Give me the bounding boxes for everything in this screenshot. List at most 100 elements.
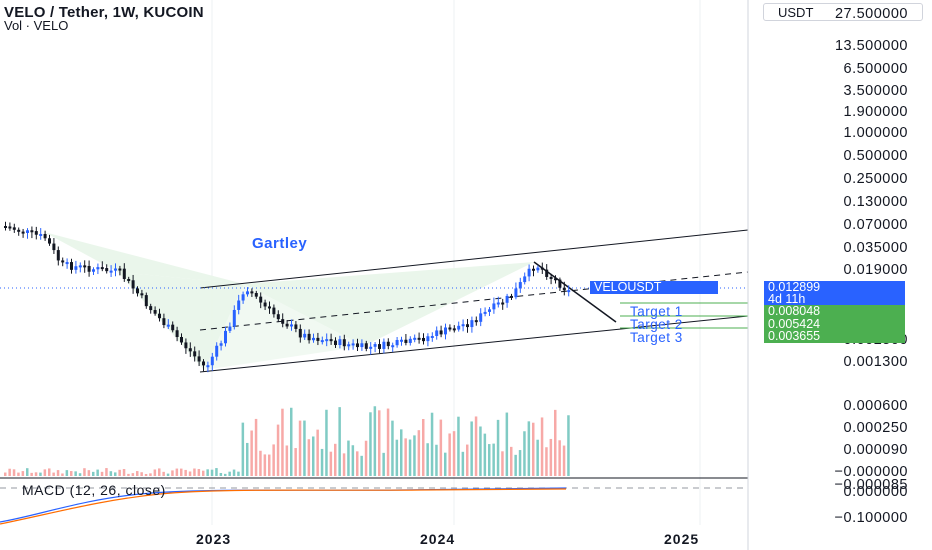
y-axis-label: 0.000090 <box>843 442 908 458</box>
volume-bar <box>74 471 77 476</box>
volume-bar <box>241 422 245 476</box>
volume-bar <box>70 471 73 476</box>
candle-body <box>417 337 421 340</box>
volume-bar <box>342 453 346 476</box>
volume-bar <box>444 452 447 476</box>
volume-bar <box>83 468 86 476</box>
y-axis-label: 1.000000 <box>843 125 908 141</box>
volume-bar <box>316 429 319 476</box>
candle-body <box>254 292 258 297</box>
candle-body <box>228 326 232 331</box>
candle-body <box>61 260 65 263</box>
candle-body <box>114 268 117 271</box>
volume-bar <box>237 471 240 476</box>
volume-bar <box>8 468 11 476</box>
volume-bar <box>378 410 381 476</box>
candle-body <box>83 265 87 268</box>
candle-body <box>268 306 271 309</box>
volume-bar <box>364 440 368 476</box>
volume-bar <box>457 416 460 476</box>
candle-body <box>276 314 280 320</box>
volume-bar <box>215 468 218 476</box>
volume-bar <box>435 444 438 476</box>
candle-body <box>250 291 254 294</box>
candle-body <box>426 336 430 342</box>
candle-body <box>109 270 113 273</box>
candle-body <box>303 333 307 338</box>
candle-body <box>496 302 500 305</box>
candle-body <box>479 313 483 322</box>
candle-body <box>329 339 333 342</box>
volume-bar <box>483 433 487 476</box>
volume-bar <box>12 469 16 476</box>
volume-bar <box>430 412 434 476</box>
volume-bar <box>65 470 69 476</box>
volume-bar <box>303 420 306 476</box>
candle-body <box>316 337 320 341</box>
volume-bar <box>263 454 267 476</box>
volume-bar <box>87 470 91 476</box>
candle-body <box>391 345 395 348</box>
y-axis-label: 0.000250 <box>843 420 908 436</box>
volume-bar <box>114 472 117 476</box>
volume-bar <box>127 473 130 476</box>
volume-bar <box>325 409 328 476</box>
candle-body <box>395 339 399 346</box>
y-axis-label: 13.500000 <box>834 38 908 54</box>
volume-bars <box>4 406 570 476</box>
candle-body <box>320 340 324 343</box>
candle-body <box>505 295 509 303</box>
y-axis-label: −0.000085 <box>834 477 908 493</box>
candle-body <box>290 324 293 327</box>
candle-body <box>34 231 38 235</box>
target3-label[interactable]: Target 3 <box>630 330 683 345</box>
y-axis-label: 0.000600 <box>843 398 908 414</box>
volume-bar <box>549 438 553 476</box>
volume-bar <box>334 443 337 476</box>
volume-bar <box>532 422 535 476</box>
volume-bar <box>470 421 473 476</box>
y-axis-label: 0.130000 <box>843 194 908 210</box>
macd-legend[interactable]: MACD (12, 26, close) <box>22 482 166 498</box>
target2-label[interactable]: Target 2 <box>630 317 683 332</box>
y-axis-label: 0.000000 <box>843 484 908 500</box>
candle-body <box>281 319 285 324</box>
candle-body <box>501 302 505 305</box>
volume-bar <box>162 471 165 476</box>
candle-body <box>408 338 412 343</box>
candle-body <box>404 339 408 343</box>
volume-bar <box>562 445 566 476</box>
candle-body <box>523 276 527 283</box>
volume-bar <box>320 448 324 476</box>
volume-bar <box>210 469 214 476</box>
volume-bar <box>338 407 341 476</box>
volume-bar <box>510 446 513 476</box>
volume-bar <box>298 420 302 476</box>
candle-body <box>483 311 487 314</box>
y-axis-label: 3.500000 <box>843 83 908 99</box>
volume-legend[interactable]: Vol · VELO <box>4 18 69 33</box>
volume-bar <box>351 445 355 476</box>
candle-body <box>202 361 205 366</box>
candle-body <box>206 365 210 368</box>
pattern-label[interactable]: Gartley <box>252 235 308 252</box>
volume-bar <box>144 473 148 476</box>
volume-bar <box>268 454 271 476</box>
candle-body <box>567 290 571 293</box>
target3-badge: 0.003655 <box>764 330 905 343</box>
candle-body <box>369 346 373 349</box>
currency-button[interactable]: USDT <box>763 3 923 21</box>
volume-bar <box>254 418 258 476</box>
target1-label[interactable]: Target 1 <box>630 304 683 319</box>
candle-body <box>171 324 175 331</box>
volume-bar <box>523 431 526 476</box>
candle-body <box>448 327 452 330</box>
volume-bar <box>180 468 183 476</box>
candle-body <box>188 348 192 352</box>
volume-bar <box>246 442 249 476</box>
volume-bar <box>34 472 38 476</box>
volume-bar <box>259 450 262 476</box>
symbol-title[interactable]: VELO / Tether, 1W, KUCOIN <box>4 4 204 21</box>
